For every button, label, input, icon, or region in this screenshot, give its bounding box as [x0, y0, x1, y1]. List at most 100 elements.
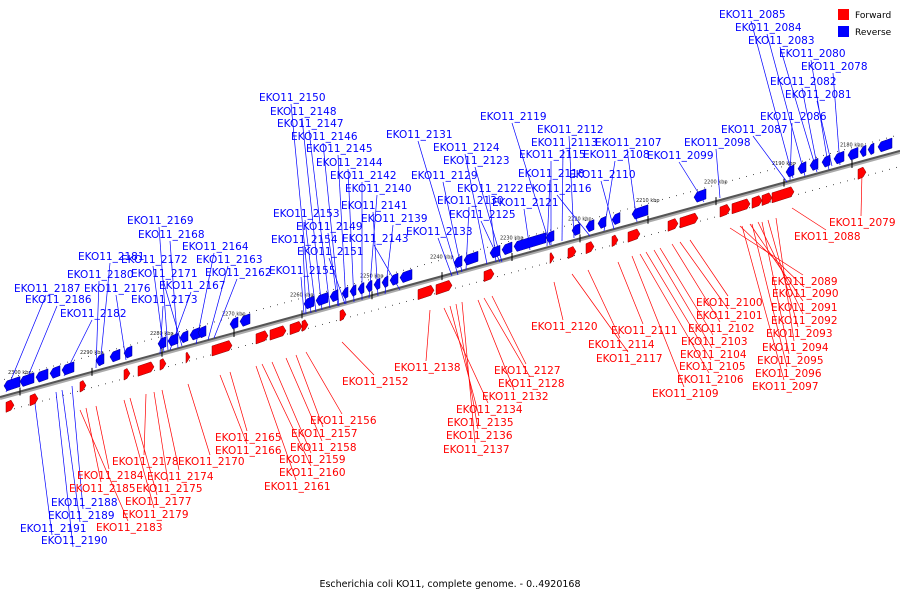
reverse-gene-arrow: [349, 284, 357, 297]
reverse-leader-line: [511, 122, 551, 246]
forward-leader-line: [461, 301, 476, 444]
forward-gene-label: EKO11_2106: [677, 374, 744, 386]
track-dot: [350, 316, 351, 318]
reverse-gene-label: EKO11_2086: [760, 111, 827, 123]
track-dot: [84, 389, 85, 391]
reverse-gene-label: EKO11_2171: [131, 268, 198, 280]
track-dot: [329, 322, 330, 324]
reverse-leader-line: [568, 135, 575, 239]
forward-gene-label: EKO11_2096: [755, 368, 822, 380]
track-dot: [165, 334, 166, 336]
kbp-tick-label: 2250 kbp: [360, 274, 384, 280]
forward-gene-label: EKO11_2179: [122, 509, 189, 521]
track-dot: [571, 223, 572, 225]
reverse-leader-line: [328, 257, 346, 305]
track-dot: [455, 287, 456, 289]
track-dot: [529, 235, 530, 237]
reverse-leader-line: [600, 180, 615, 230]
reverse-leader-line: [301, 117, 323, 311]
reverse-gene-label: EKO11_2146: [291, 131, 358, 143]
forward-gene-label: EKO11_2091: [771, 302, 838, 314]
track-dot: [336, 320, 337, 322]
track-dot: [802, 160, 803, 162]
track-dot: [312, 294, 313, 296]
track-dot: [546, 262, 547, 264]
forward-leader-line: [255, 365, 297, 481]
forward-gene-label: EKO11_2093: [766, 328, 833, 340]
reverse-gene-label: EKO11_2189: [48, 510, 115, 522]
track-dot: [119, 379, 120, 381]
track-dot: [389, 273, 390, 275]
reverse-gene-label: EKO11_2143: [342, 233, 409, 245]
reverse-gene-label: EKO11_2087: [721, 124, 788, 136]
reverse-gene-label: EKO11_2110: [569, 169, 636, 181]
kbp-tick-label: 2230 kbp: [500, 235, 524, 241]
track-dot: [266, 339, 267, 341]
forward-gene-label: EKO11_2089: [771, 276, 838, 288]
forward-gene-label: EKO11_2109: [652, 388, 719, 400]
kbp-tick-label: 2270 kbp: [222, 311, 246, 317]
track-dot: [112, 381, 113, 383]
forward-gene-arrow: [417, 284, 435, 301]
track-dot: [28, 404, 29, 406]
forward-gene-label: EKO11_2094: [762, 342, 829, 354]
track-dot: [595, 249, 596, 251]
track-dot: [399, 302, 400, 304]
forward-gene-arrow: [611, 234, 619, 248]
forward-gene-label: EKO11_2092: [771, 315, 838, 327]
forward-gene-arrow: [549, 252, 555, 265]
reverse-gene-label: EKO11_2150: [259, 92, 326, 104]
track-dot: [875, 172, 876, 174]
track-dot: [74, 359, 75, 361]
reverse-gene-arrow: [189, 326, 201, 341]
track-dot: [886, 137, 887, 139]
reverse-gene-arrow: [821, 154, 831, 168]
track-dot: [245, 344, 246, 346]
forward-gene-arrow: [269, 325, 287, 341]
track-dot: [186, 329, 187, 331]
track-dot: [77, 390, 78, 392]
track-dot: [578, 221, 579, 223]
forward-leader-line: [741, 225, 785, 381]
reverse-gene-label: EKO11_2129: [411, 170, 478, 182]
reverse-gene-arrow: [597, 215, 607, 229]
forward-gene-label: EKO11_2104: [680, 349, 747, 361]
track-dot: [221, 319, 222, 321]
track-dot: [676, 195, 677, 197]
forward-leader-line: [261, 363, 312, 467]
reverse-leader-line: [158, 226, 169, 351]
reverse-gene-arrow: [365, 279, 373, 293]
forward-leader-line: [659, 247, 714, 336]
reverse-gene-label: EKO11_2123: [443, 155, 510, 167]
track-dot: [613, 212, 614, 214]
forward-leader-line: [749, 223, 804, 302]
track-dot: [63, 394, 64, 396]
reverse-gene-arrow: [399, 268, 413, 283]
reverse-gene-arrow: [3, 376, 21, 392]
reverse-leader-line: [750, 20, 794, 179]
forward-gene-arrow: [211, 340, 233, 357]
forward-leader-line: [85, 407, 102, 483]
forward-leader-line: [645, 251, 712, 361]
track-dot: [368, 279, 369, 281]
forward-gene-label: EKO11_2183: [96, 522, 163, 534]
forward-gene-label: EKO11_2165: [215, 432, 282, 444]
reverse-leader-line: [61, 389, 81, 523]
track-dot: [522, 237, 523, 239]
track-dot: [200, 325, 201, 327]
forward-leader-line: [631, 255, 685, 388]
gene-arrows: [3, 137, 893, 413]
forward-gene-arrow: [719, 204, 731, 218]
reverse-gene-arrow: [157, 336, 167, 350]
forward-gene-arrow: [137, 361, 155, 377]
track-dot: [679, 226, 680, 228]
reverse-gene-arrow: [315, 291, 329, 306]
reverse-gene-arrow: [453, 255, 463, 269]
forward-leader-line: [449, 305, 480, 417]
track-dot: [844, 149, 845, 151]
forward-leader-line: [757, 221, 804, 315]
forward-gene-arrow: [5, 399, 15, 413]
track-dot: [21, 406, 22, 408]
track-dot: [333, 288, 334, 290]
forward-leader-line: [553, 281, 564, 321]
